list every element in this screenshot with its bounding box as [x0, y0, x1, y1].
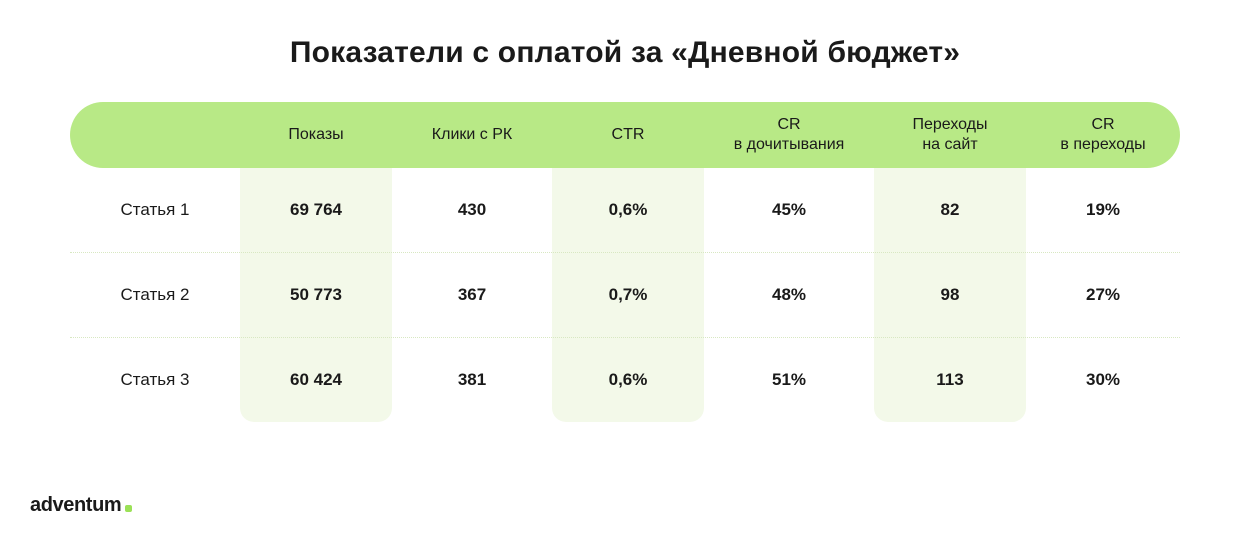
cell-impressions: 60 424	[240, 338, 392, 422]
row-label: Статья 3	[70, 338, 240, 422]
table-row: Статья 2 50 773 367 0,7% 48% 98 27%	[70, 253, 1180, 337]
cell-clicks: 367	[392, 253, 552, 337]
table-row: Статья 1 69 764 430 0,6% 45% 82 19%	[70, 168, 1180, 252]
table-header-clicks: Клики с РК	[392, 102, 552, 168]
cell-site-visits: 98	[874, 253, 1026, 337]
cell-cr-visit: 27%	[1026, 253, 1180, 337]
cell-cr-read: 45%	[704, 168, 874, 252]
brand-logo: adventum	[30, 494, 132, 517]
table-header-empty	[70, 102, 240, 168]
cell-cr-read: 51%	[704, 338, 874, 422]
brand-logo-text: adventum	[30, 494, 121, 517]
cell-impressions: 69 764	[240, 168, 392, 252]
cell-site-visits: 113	[874, 338, 1026, 422]
cell-ctr: 0,6%	[552, 168, 704, 252]
cell-ctr: 0,6%	[552, 338, 704, 422]
table-body: Статья 1 69 764 430 0,6% 45% 82 19% Стат…	[70, 168, 1180, 422]
table-header-ctr: CTR	[552, 102, 704, 168]
table-header-impressions: Показы	[240, 102, 392, 168]
table-header-cr-visit: CRв переходы	[1026, 102, 1180, 168]
table-header-cr-read: CRв дочитывания	[704, 102, 874, 168]
table-header-row: Показы Клики с РК CTR CRв дочитывания Пе…	[70, 102, 1180, 168]
cell-clicks: 430	[392, 168, 552, 252]
cell-ctr: 0,7%	[552, 253, 704, 337]
page-title: Показатели с оплатой за «Дневной бюджет»	[70, 36, 1180, 70]
cell-cr-visit: 30%	[1026, 338, 1180, 422]
table-header-site-visits: Переходына сайт	[874, 102, 1026, 168]
cell-site-visits: 82	[874, 168, 1026, 252]
row-label: Статья 1	[70, 168, 240, 252]
cell-impressions: 50 773	[240, 253, 392, 337]
cell-clicks: 381	[392, 338, 552, 422]
cell-cr-read: 48%	[704, 253, 874, 337]
brand-logo-dot-icon	[125, 505, 132, 512]
metrics-table: Показы Клики с РК CTR CRв дочитывания Пе…	[70, 102, 1180, 422]
cell-cr-visit: 19%	[1026, 168, 1180, 252]
table-row: Статья 3 60 424 381 0,6% 51% 113 30%	[70, 338, 1180, 422]
row-label: Статья 2	[70, 253, 240, 337]
